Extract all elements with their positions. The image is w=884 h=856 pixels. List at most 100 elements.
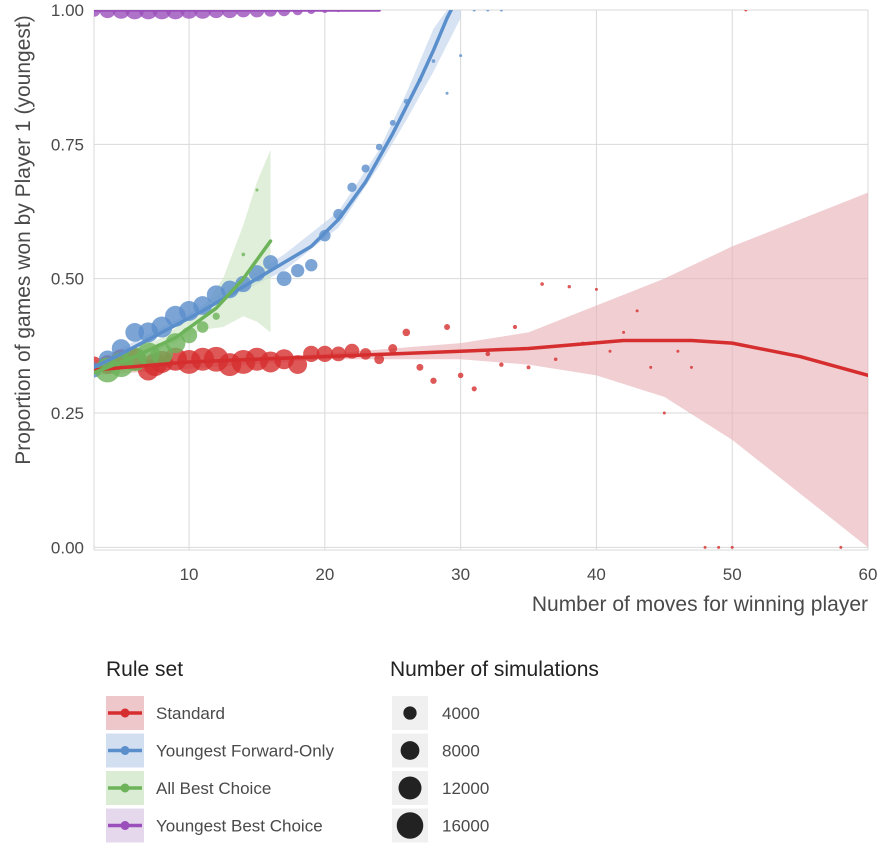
confidence-band: [94, 192, 868, 548]
data-point: [567, 285, 571, 289]
data-point: [249, 10, 265, 18]
data-point: [166, 10, 185, 20]
legend-rule-set: Standard Youngest Forward-Only All Best Ch…: [106, 696, 334, 843]
fit-line: [94, 338, 868, 378]
data-point: [125, 322, 145, 342]
x-tick-label: 60: [859, 565, 878, 584]
data-point: [459, 54, 463, 58]
data-point: [263, 255, 278, 270]
x-tick-label: 50: [723, 565, 742, 584]
legend-label-size: 8000: [442, 742, 480, 761]
legend-size-point: [400, 741, 420, 760]
data-point: [316, 345, 333, 363]
data-point: [112, 10, 130, 19]
legend-label-size: 12000: [442, 779, 489, 798]
x-tick-label: 20: [315, 565, 334, 584]
confidence-bands: [94, 10, 868, 548]
data-point: [235, 10, 251, 18]
legend-key-point: [120, 821, 130, 830]
data-point: [839, 545, 843, 549]
legend-label-rule-set: All Best Choice: [156, 779, 271, 798]
data-point: [196, 321, 209, 333]
legend-label-rule-set: Standard: [156, 704, 225, 723]
legend-key-point: [120, 746, 130, 755]
data-point: [676, 349, 680, 353]
data-point: [526, 365, 531, 370]
data-point: [635, 309, 639, 313]
legend-label-size: 16000: [442, 817, 489, 836]
data-point: [389, 119, 396, 126]
confidence-band: [94, 149, 271, 379]
data-point: [471, 386, 477, 392]
legend-color-title: Rule set: [106, 658, 183, 681]
data-point: [512, 324, 518, 330]
data-point: [457, 372, 464, 379]
x-tick-label: 30: [451, 565, 470, 584]
data-point: [221, 10, 238, 19]
data-point: [276, 271, 292, 287]
data-point: [622, 330, 626, 334]
data-point: [319, 229, 331, 242]
data-point: [255, 188, 259, 192]
data-point: [431, 59, 436, 63]
legend-label-rule-set: Youngest Forward-Only: [156, 742, 334, 761]
data-point: [180, 10, 198, 19]
data-point: [553, 357, 558, 362]
data-point: [208, 10, 225, 19]
y-axis-ticks: 0.00 0.25 0.50 0.75 1.00: [51, 1, 84, 557]
data-point: [212, 312, 220, 320]
legend-size-point: [403, 706, 417, 720]
data-point: [662, 411, 666, 415]
data-point: [416, 363, 424, 371]
legend-key-point: [120, 783, 130, 793]
data-point: [444, 324, 451, 330]
data-point: [540, 282, 544, 286]
data-point: [388, 344, 398, 353]
data-point: [305, 259, 318, 272]
data-point: [361, 164, 370, 173]
fit-lines: [94, 10, 868, 378]
y-tick-label: 0.25: [51, 404, 84, 423]
data-point: [486, 10, 490, 12]
fit-line: [94, 10, 453, 370]
y-axis-title: Proportion of games won by Player 1 (you…: [12, 15, 35, 464]
data-point: [374, 354, 385, 365]
data-point: [472, 10, 476, 12]
data-point: [375, 143, 383, 151]
legend-size-point: [396, 812, 424, 839]
x-axis-ticks: 10 20 30 40 50 60: [180, 565, 878, 584]
x-tick-label: 10: [180, 565, 199, 584]
data-point: [288, 355, 308, 375]
y-tick-label: 0.00: [51, 538, 84, 557]
data-point: [730, 545, 734, 549]
data-point: [330, 346, 346, 362]
data-point: [594, 287, 598, 291]
data-point: [430, 377, 437, 384]
legend-label-size: 4000: [442, 704, 480, 723]
data-point: [649, 365, 653, 369]
data-point: [241, 252, 246, 257]
data-point: [402, 328, 411, 337]
data-point: [608, 349, 612, 353]
legend-label-rule-set: Youngest Best Choice: [156, 817, 323, 836]
data-point: [193, 10, 212, 19]
legend-size-point: [398, 776, 422, 800]
data-point: [717, 545, 721, 549]
data-point: [499, 10, 503, 12]
data-point: [703, 545, 707, 549]
data-point: [99, 10, 116, 19]
legend-size-title: Number of simulations: [390, 658, 599, 681]
data-point: [499, 362, 504, 367]
data-point: [485, 351, 491, 357]
legend-key-point: [120, 708, 130, 718]
data-point: [445, 91, 449, 95]
data-point: [291, 263, 305, 278]
y-tick-label: 1.00: [51, 1, 84, 20]
legend-number-of-simulations: 4000 8000 12000 16000: [392, 696, 489, 843]
y-tick-label: 0.75: [51, 135, 84, 154]
data-point: [193, 296, 213, 315]
data-point: [689, 365, 693, 369]
x-tick-label: 40: [587, 565, 606, 584]
data-point: [347, 182, 357, 193]
